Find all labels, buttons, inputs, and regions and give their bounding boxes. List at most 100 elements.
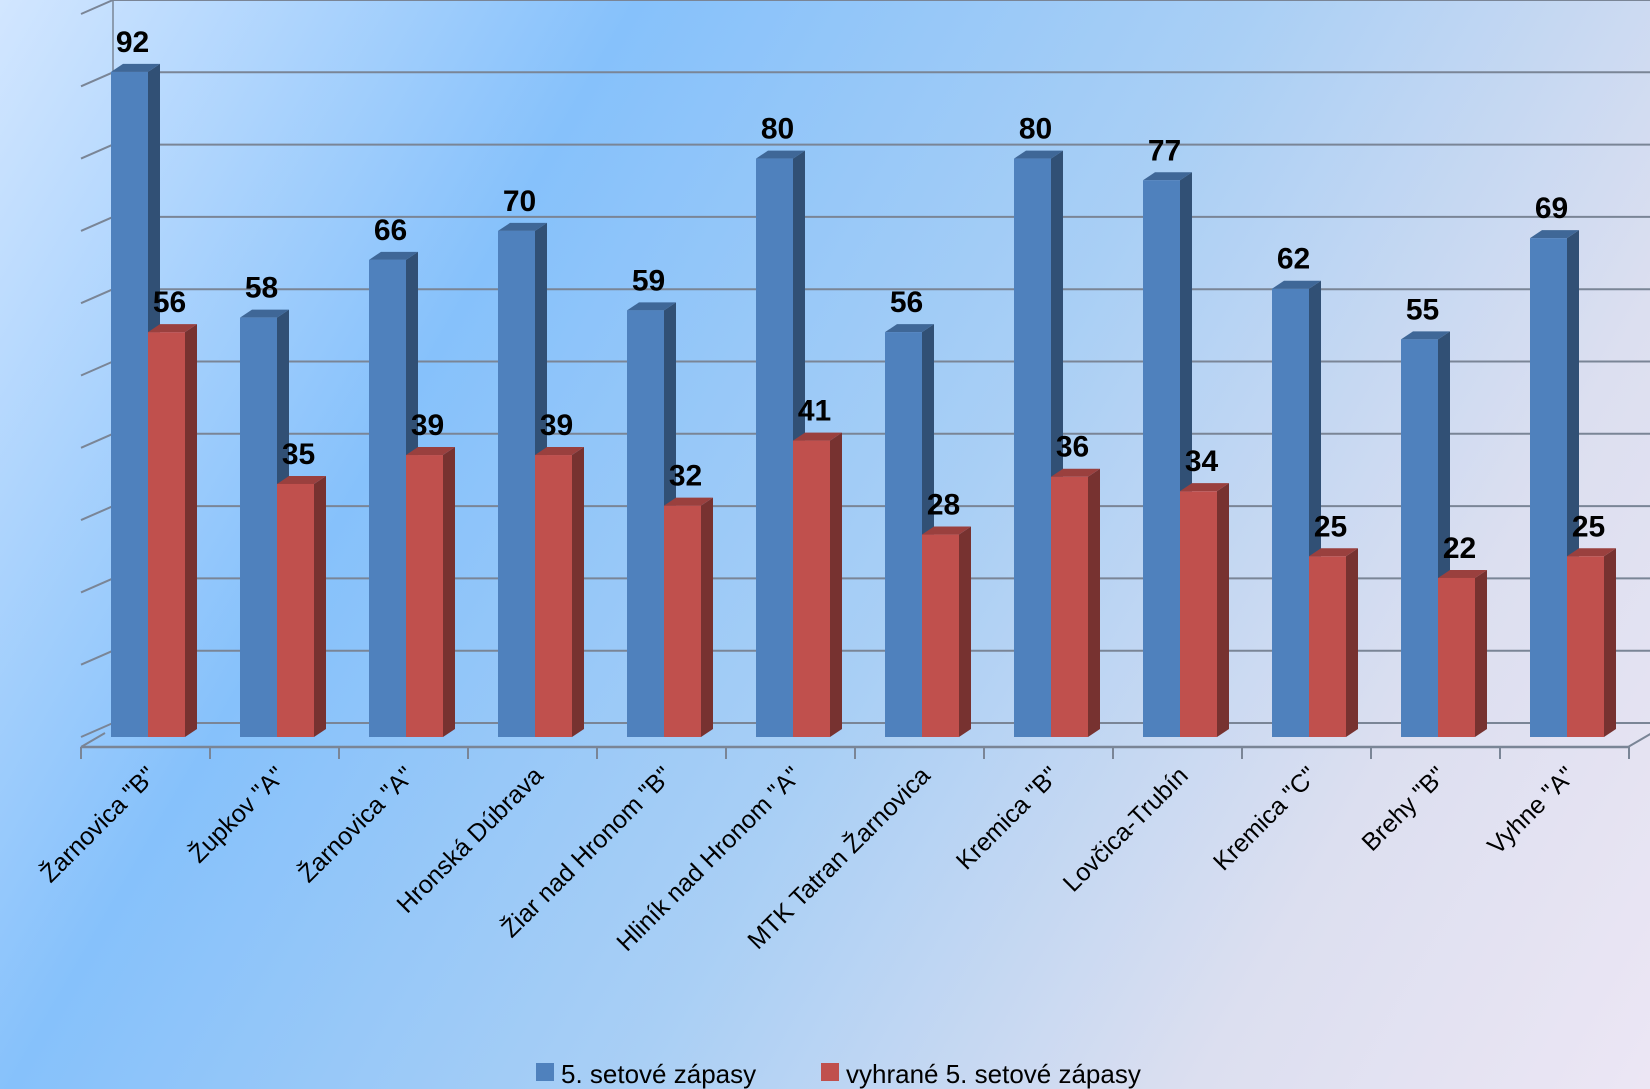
- bar-2-5: [664, 497, 713, 737]
- value-label: 59: [632, 264, 665, 297]
- bar-front: [406, 455, 443, 737]
- bar-side: [443, 447, 455, 737]
- x-axis-depth: [1627, 733, 1650, 748]
- bar-top: [1567, 548, 1616, 557]
- category-label: Kremica "C": [1208, 761, 1323, 876]
- bar-top: [1051, 468, 1100, 477]
- bar-side: [185, 324, 197, 737]
- bar-front: [756, 158, 793, 738]
- bar-top: [240, 309, 289, 318]
- bar-front: [1309, 556, 1346, 737]
- bar-side: [1604, 548, 1616, 737]
- value-label: 55: [1406, 293, 1439, 326]
- value-labels: 92 56 58 35 66 39 70 39 59 32 80 41 56 28 80 36 77 34 62 25…: [116, 26, 1605, 565]
- bar-front: [1438, 577, 1475, 737]
- gridline-diagonal: [80, 649, 114, 666]
- bar-2-10: [1309, 548, 1358, 737]
- bar-top: [148, 324, 197, 333]
- category-label: Žarnovica "A": [292, 761, 419, 888]
- value-label: 70: [503, 185, 536, 218]
- bar-front: [369, 259, 406, 737]
- bar-top: [756, 150, 805, 159]
- category-label: Župkov "A": [183, 761, 291, 869]
- value-label: 69: [1535, 192, 1568, 225]
- bar-front: [148, 332, 185, 737]
- value-label: 35: [282, 438, 315, 471]
- category-label: Lovčica-Trubín: [1058, 761, 1194, 897]
- bar-side: [701, 497, 713, 737]
- bar-front: [664, 505, 701, 737]
- category-label: Vyhne "A": [1482, 761, 1581, 860]
- value-label: 77: [1148, 134, 1181, 167]
- bar-top: [1014, 150, 1063, 159]
- bar-2-3: [406, 447, 455, 737]
- bar-top: [111, 63, 160, 72]
- value-label: 32: [669, 460, 702, 493]
- bar-front: [498, 230, 535, 737]
- bar-side: [830, 432, 842, 737]
- bar-top: [535, 447, 584, 456]
- gridline-diagonal: [80, 505, 114, 522]
- bar-top: [1438, 569, 1487, 578]
- gridline-diagonal: [80, 577, 114, 594]
- value-label: 25: [1572, 510, 1605, 543]
- bar-top: [922, 526, 971, 535]
- bar-top: [1143, 172, 1192, 181]
- value-label: 80: [761, 113, 794, 146]
- bar-1-10: [1272, 280, 1321, 737]
- bar-2-7: [922, 526, 971, 737]
- value-label: 22: [1443, 532, 1476, 565]
- bar-side: [314, 475, 326, 737]
- value-label: 66: [374, 214, 407, 247]
- bar-front: [240, 317, 277, 737]
- bar-front: [535, 455, 572, 737]
- bar-front: [1401, 339, 1438, 737]
- bar-side: [1217, 483, 1229, 737]
- legend-item-series-2: vyhrané 5. setové zápasy: [821, 1059, 1141, 1089]
- legend-swatch-series-1: [536, 1063, 554, 1081]
- category-labels: Žarnovica "B" Župkov "A" Žarnovica "A"Hron…: [34, 761, 1580, 957]
- gridline-diagonal: [80, 432, 114, 449]
- bar-top: [369, 251, 418, 260]
- bar-2-6: [793, 432, 842, 737]
- bar-side: [1475, 569, 1487, 737]
- category-label: Žarnovica "B": [34, 761, 161, 888]
- bar-2-2: [277, 475, 326, 737]
- bar-top: [1272, 280, 1321, 289]
- value-label: 36: [1056, 431, 1089, 464]
- value-label: 39: [411, 409, 444, 442]
- value-label: 25: [1314, 510, 1347, 543]
- x-axis: [80, 732, 1650, 759]
- value-label: 56: [890, 286, 923, 319]
- value-label: 92: [116, 26, 149, 59]
- bar-front: [1272, 288, 1309, 737]
- bar-front: [111, 71, 148, 738]
- bar-front: [922, 534, 959, 737]
- bar-front: [627, 310, 664, 737]
- legend-label-series-1: 5. setové zápasy: [561, 1059, 756, 1089]
- bar-2-1: [148, 324, 197, 737]
- bar-top: [885, 324, 934, 333]
- gridline-diagonal: [80, 71, 114, 88]
- bar-side: [1088, 468, 1100, 737]
- bar-1-12: [1530, 230, 1579, 737]
- gridline-diagonal: [80, 722, 114, 738]
- bar-top: [1180, 483, 1229, 492]
- bar-front: [1014, 158, 1051, 738]
- value-label: 28: [927, 489, 960, 522]
- bar-top: [664, 497, 713, 506]
- bar-top: [627, 302, 676, 311]
- gridline-diagonal: [80, 288, 114, 305]
- legend: 5. setové zápasy vyhrané 5. setové zápas…: [536, 1059, 1141, 1089]
- bar-top: [498, 222, 547, 231]
- bar-front: [793, 440, 830, 737]
- category-label: Brehy "B": [1357, 761, 1452, 856]
- legend-swatch-series-2: [821, 1063, 839, 1081]
- gridline-diagonal: [80, 215, 114, 232]
- bar-side: [959, 526, 971, 737]
- bar-top: [277, 475, 326, 484]
- bar-front: [1567, 556, 1604, 737]
- value-label: 34: [1185, 445, 1219, 478]
- value-label: 58: [245, 272, 278, 305]
